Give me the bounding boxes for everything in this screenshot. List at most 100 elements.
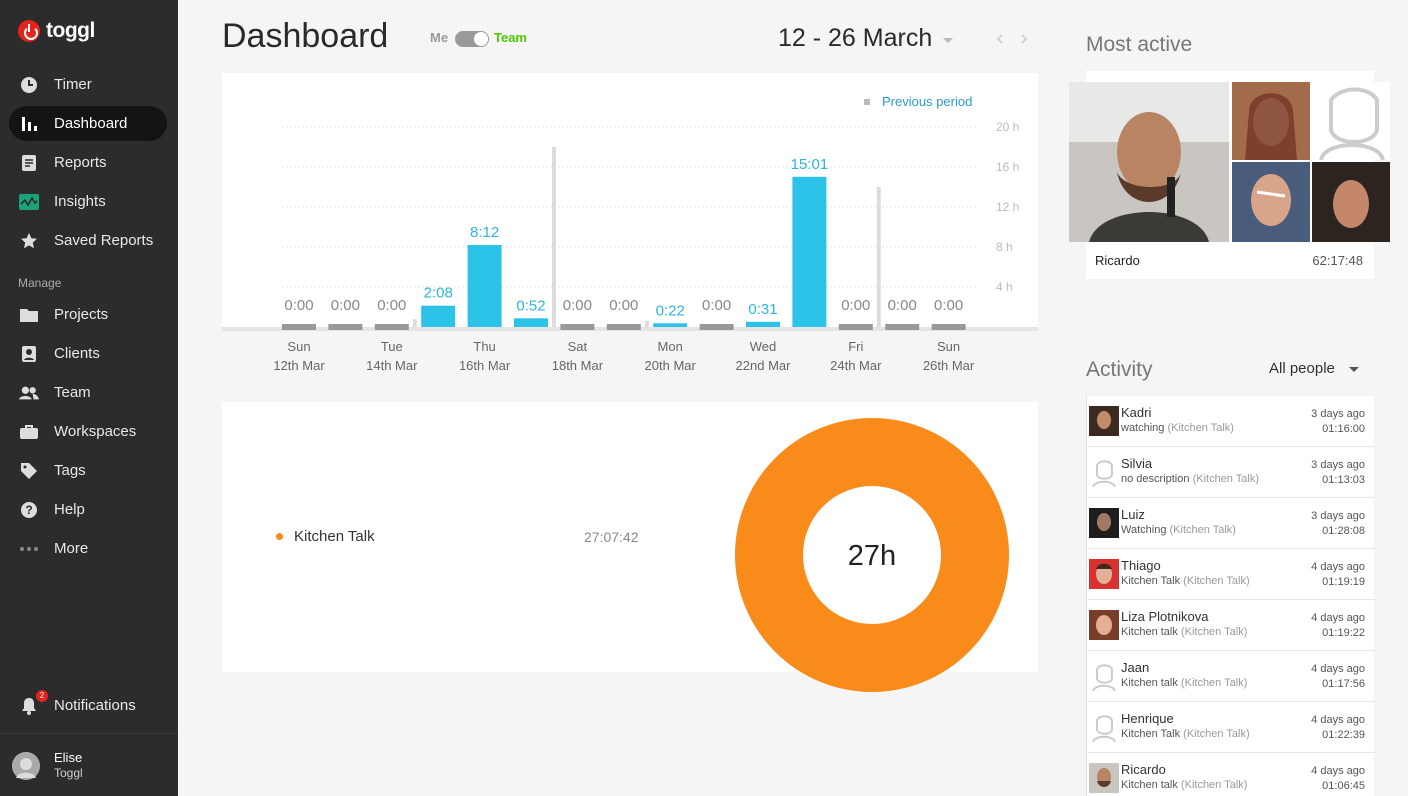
sidebar-item-clients[interactable]: Clients xyxy=(9,336,167,371)
sidebar-item-label: Reports xyxy=(54,154,107,171)
activity-list: Kadri watching (Kitchen Talk) 3 days ago… xyxy=(1086,396,1375,796)
avatar[interactable] xyxy=(1312,162,1390,242)
list-item[interactable]: Luiz Watching (Kitchen Talk) 3 days ago … xyxy=(1087,498,1375,549)
bar[interactable] xyxy=(653,323,688,327)
list-item[interactable]: Silvia no description (Kitchen Talk) 3 d… xyxy=(1087,447,1375,498)
bar-value-label: 0:00 xyxy=(609,297,638,314)
activity-duration: 01:17:56 xyxy=(1322,678,1365,690)
sidebar-item-insights[interactable]: Insights xyxy=(9,184,167,219)
x-tick-label: 22nd Mar xyxy=(736,358,792,373)
activity-user: Kadri xyxy=(1121,405,1152,420)
sidebar-item-projects[interactable]: Projects xyxy=(9,297,167,332)
folder-icon xyxy=(19,305,39,325)
activity-duration: 01:19:22 xyxy=(1322,627,1365,639)
sidebar-item-saved-reports[interactable]: Saved Reports xyxy=(9,223,167,258)
toggl-logo[interactable]: toggl xyxy=(18,19,95,43)
toggle-team-label[interactable]: Team xyxy=(494,30,527,45)
list-item[interactable]: Kadri watching (Kitchen Talk) 3 days ago… xyxy=(1087,396,1375,447)
sidebar-item-label: Help xyxy=(54,501,85,518)
bar[interactable] xyxy=(514,318,548,327)
activity-text: Kitchen talk xyxy=(1121,626,1178,638)
project-name[interactable]: Kitchen Talk xyxy=(294,528,375,545)
activity-description: Kitchen talk (Kitchen Talk) xyxy=(1121,779,1247,791)
user-menu[interactable]: Elise Toggl xyxy=(0,733,178,796)
manage-section-label: Manage xyxy=(18,276,62,290)
chevron-left-icon[interactable] xyxy=(996,34,1004,44)
activity-project: (Kitchen Talk) xyxy=(1180,677,1248,689)
project-donut-chart: 27h xyxy=(735,418,1009,692)
sidebar-item-label: Dashboard xyxy=(54,115,128,132)
sidebar-item-workspaces[interactable]: Workspaces xyxy=(9,414,167,449)
previous-period-bar[interactable] xyxy=(644,321,649,327)
activity-project: (Kitchen Talk) xyxy=(1167,422,1234,434)
list-item[interactable]: Henrique Kitchen Talk (Kitchen Talk) 4 d… xyxy=(1087,702,1375,753)
sidebar-item-team[interactable]: Team xyxy=(9,375,167,410)
activity-project: (Kitchen Talk) xyxy=(1169,524,1236,536)
avatar[interactable] xyxy=(1069,82,1229,242)
chevron-right-icon[interactable] xyxy=(1020,34,1028,44)
y-tick-label: 8 h xyxy=(996,240,1013,254)
dots-icon xyxy=(19,539,39,559)
donut-slice-kitchen-talk[interactable] xyxy=(735,418,1009,692)
sidebar-item-help[interactable]: ? Help xyxy=(9,492,167,527)
activity-time-ago: 4 days ago xyxy=(1311,765,1365,777)
sidebar-item-timer[interactable]: Timer xyxy=(9,67,167,102)
sidebar: toggl Timer Dashboard Reports Insights S… xyxy=(0,0,178,796)
bar-value-label: 0:52 xyxy=(516,297,545,314)
bar[interactable] xyxy=(699,324,734,330)
list-item[interactable]: Jaan Kitchen talk (Kitchen Talk) 4 days … xyxy=(1087,651,1375,702)
chevron-down-icon[interactable] xyxy=(943,38,953,43)
bar-value-label: 0:00 xyxy=(284,297,313,314)
sidebar-item-reports[interactable]: Reports xyxy=(9,145,167,180)
bar-value-label: 15:01 xyxy=(791,156,829,173)
activity-text: Kitchen Talk xyxy=(1121,728,1181,740)
previous-period-bar[interactable] xyxy=(412,319,417,327)
bar[interactable] xyxy=(467,245,502,327)
bar[interactable] xyxy=(792,176,827,327)
people-filter-dropdown[interactable]: All people xyxy=(1269,360,1360,377)
bar[interactable] xyxy=(838,324,873,330)
avatar[interactable] xyxy=(1232,82,1310,160)
bar[interactable] xyxy=(282,324,316,330)
bar-value-label: 0:00 xyxy=(702,297,731,314)
sidebar-item-more[interactable]: More xyxy=(9,531,167,566)
avatar xyxy=(1089,661,1119,691)
bar-value-label: 0:00 xyxy=(888,297,917,314)
avatar[interactable] xyxy=(1312,82,1390,161)
activity-user: Luiz xyxy=(1121,507,1145,522)
bar[interactable] xyxy=(560,324,595,330)
previous-period-legend[interactable]: Previous period xyxy=(882,94,973,109)
bar[interactable] xyxy=(746,321,780,327)
bar[interactable] xyxy=(606,324,641,330)
activity-description: Kitchen talk (Kitchen Talk) xyxy=(1121,626,1247,638)
bar[interactable] xyxy=(328,324,363,330)
toggle-me-label[interactable]: Me xyxy=(430,30,449,45)
activity-time-ago: 4 days ago xyxy=(1311,612,1365,624)
activity-user: Silvia xyxy=(1121,456,1153,471)
bar[interactable] xyxy=(374,324,409,330)
list-item[interactable]: Ricardo Kitchen talk (Kitchen Talk) 4 da… xyxy=(1087,753,1375,796)
power-icon xyxy=(18,20,40,42)
x-tick-label: 26th Mar xyxy=(923,358,975,373)
previous-period-bar[interactable] xyxy=(876,187,881,327)
activity-user: Thiago xyxy=(1121,558,1161,573)
date-range-picker[interactable]: 12 - 26 March xyxy=(778,24,932,53)
previous-period-bar[interactable] xyxy=(552,147,556,327)
sidebar-item-notifications[interactable]: 2 Notifications xyxy=(9,688,167,723)
bar[interactable] xyxy=(931,324,966,330)
sidebar-item-dashboard[interactable]: Dashboard xyxy=(9,106,167,141)
list-item[interactable]: Liza Plotnikova Kitchen talk (Kitchen Ta… xyxy=(1087,600,1375,651)
bar[interactable] xyxy=(885,324,920,330)
sidebar-item-tags[interactable]: Tags xyxy=(9,453,167,488)
most-active-avatars xyxy=(1069,82,1390,242)
x-tick-label: Mon xyxy=(658,339,683,354)
bar[interactable] xyxy=(421,305,456,327)
activity-duration: 01:06:45 xyxy=(1322,780,1365,792)
most-active-name: Ricardo xyxy=(1095,253,1140,268)
y-tick-label: 12 h xyxy=(996,200,1019,214)
document-icon xyxy=(19,153,39,173)
me-team-toggle[interactable] xyxy=(455,31,489,47)
avatar[interactable] xyxy=(1232,162,1310,242)
list-item[interactable]: Thiago Kitchen Talk (Kitchen Talk) 4 day… xyxy=(1087,549,1375,600)
bar-chart: 20 h 16 h 12 h 8 h 4 h 0:00 0:00 0:00 2:08 8:12 0:… xyxy=(222,120,1038,373)
